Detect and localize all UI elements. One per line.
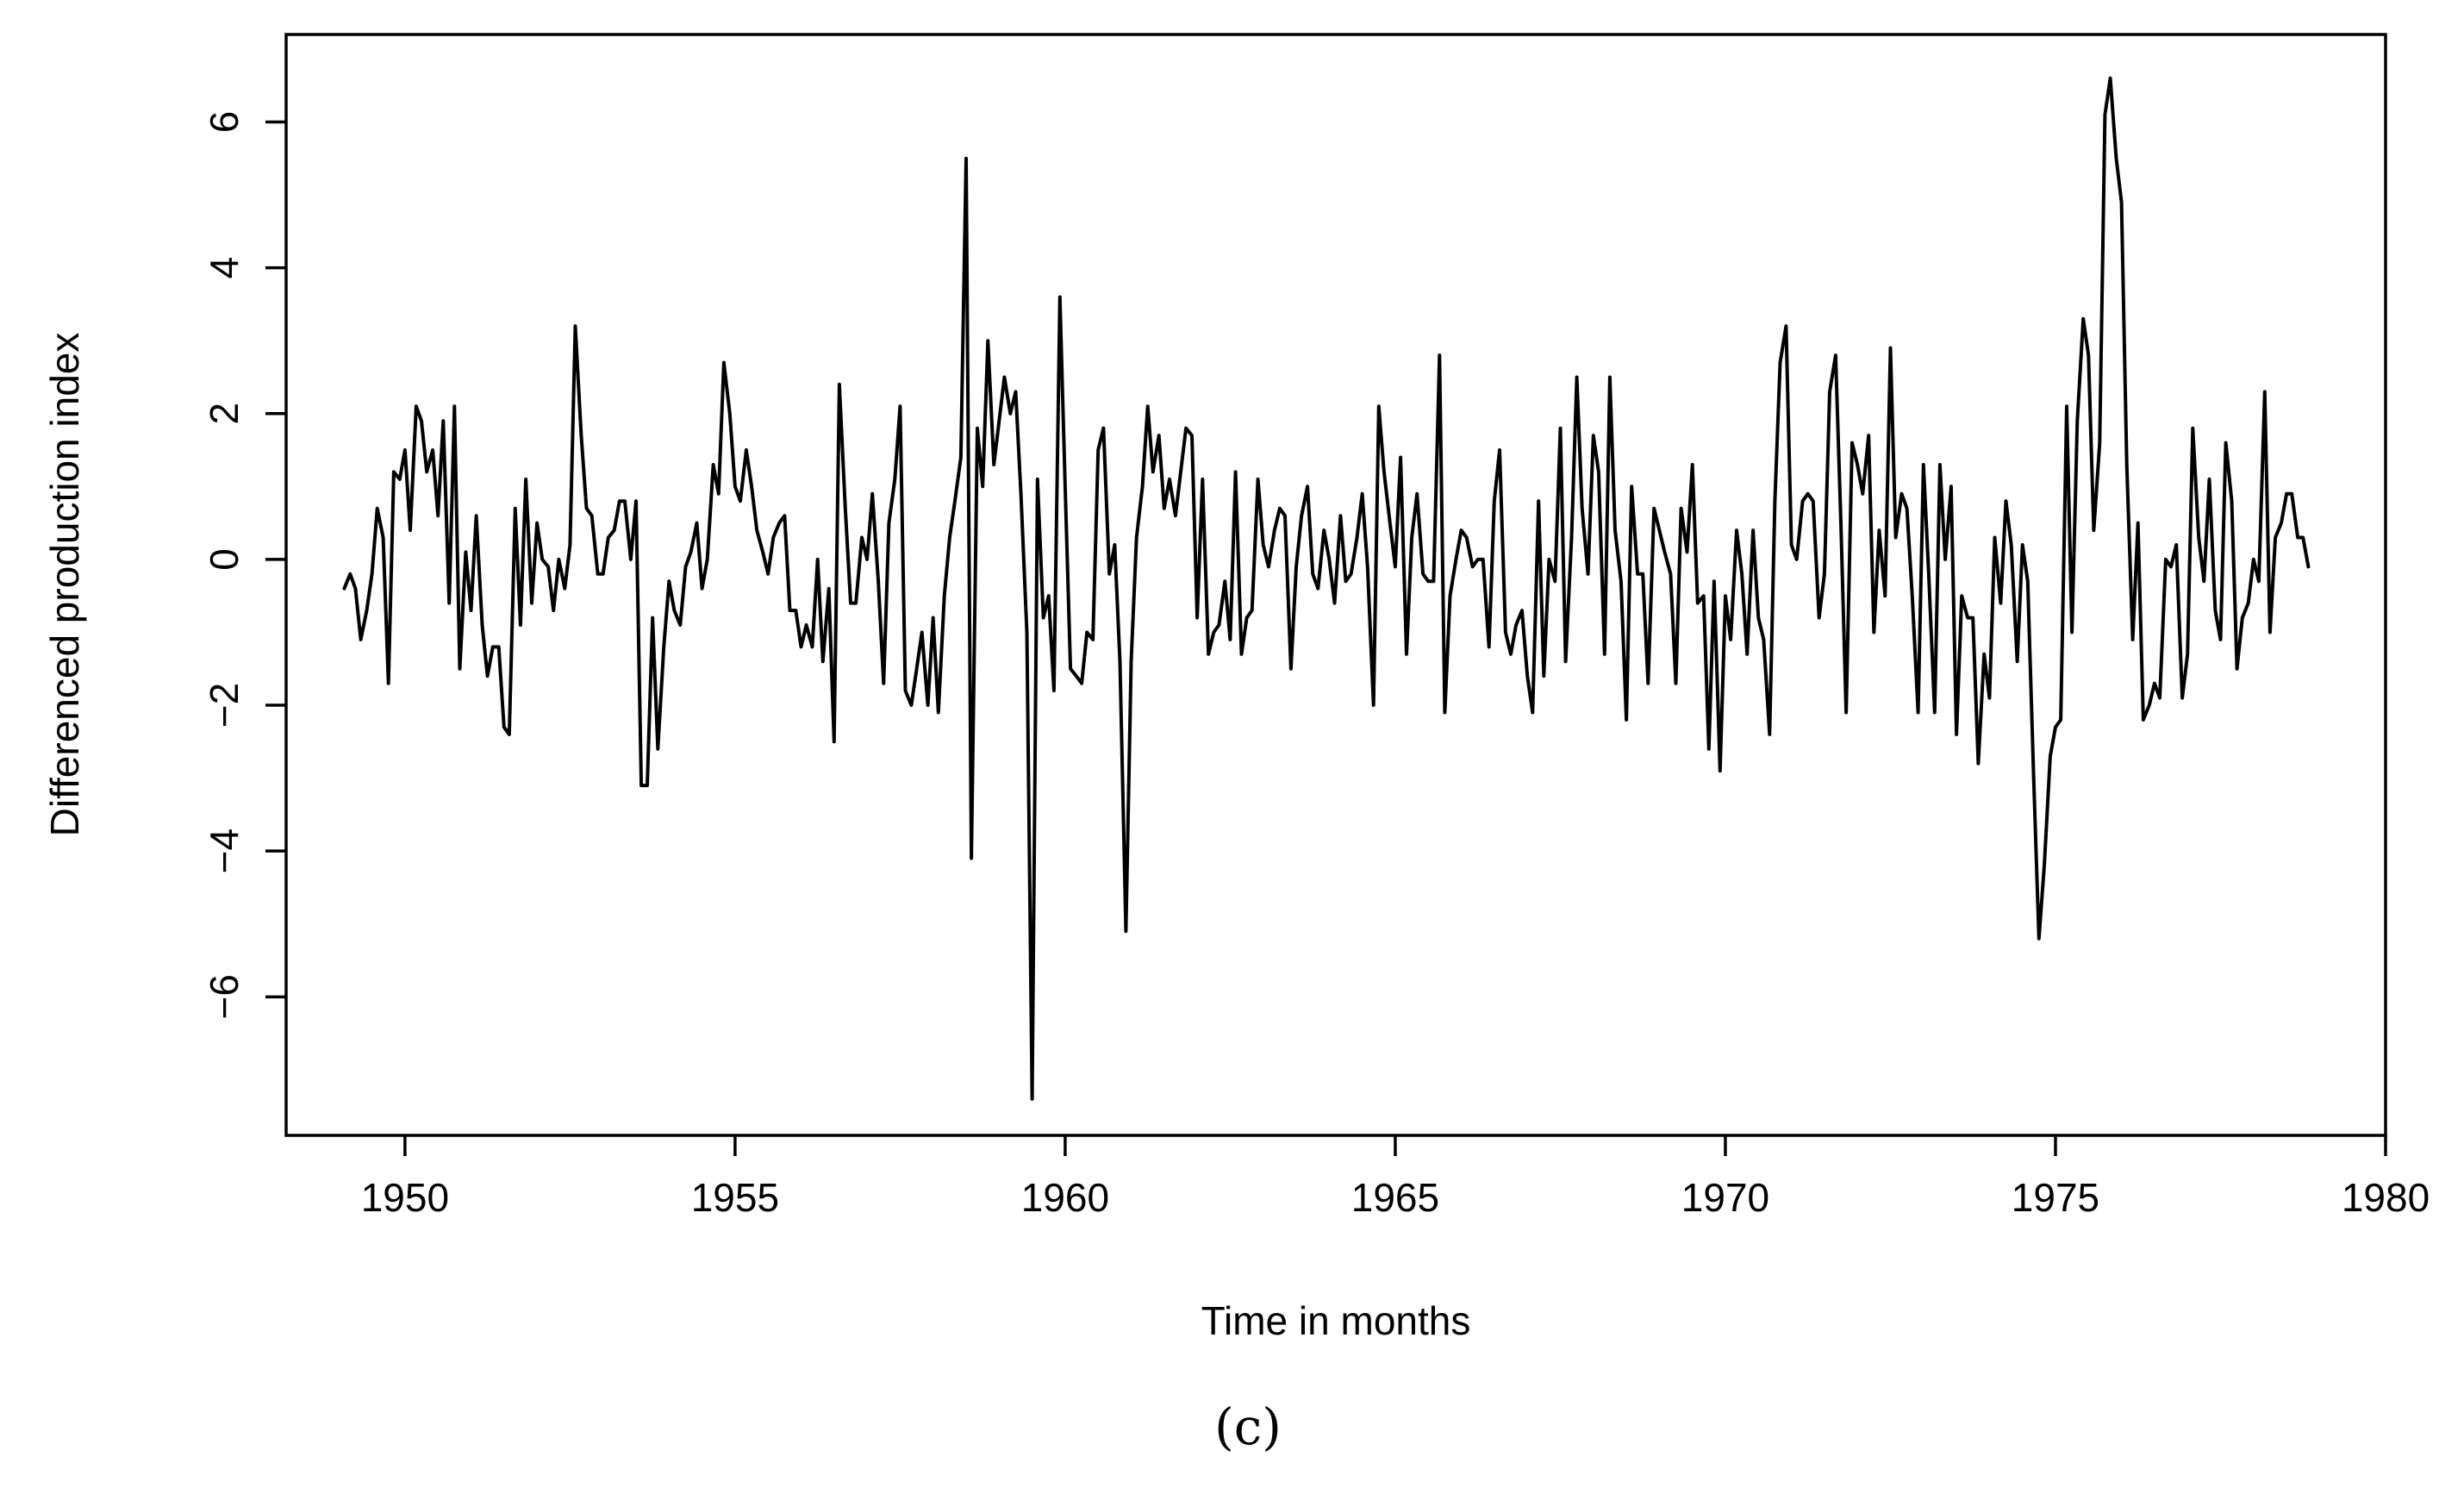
plot-frame [284, 33, 2387, 1137]
y-tick-label: 4 [202, 257, 246, 279]
x-tick-label: 1960 [1021, 1175, 1109, 1220]
y-tick-label: 0 [202, 548, 246, 571]
y-tick-label: −2 [202, 683, 246, 728]
y-tick-label: 6 [202, 111, 246, 134]
x-tick-label: 1975 [2012, 1175, 2099, 1220]
y-axis-label: Differenced production index [42, 333, 87, 837]
x-axis: 1950 1955 1960 1965 1970 1975 1980 [361, 1135, 2430, 1220]
x-tick-label: 1965 [1351, 1175, 1439, 1220]
series-layer [342, 76, 2311, 1101]
x-tick-label: 1955 [691, 1175, 779, 1220]
y-axis: −6 −4 −2 0 2 4 6 [202, 111, 286, 1020]
series-line [342, 76, 2311, 1101]
y-tick-label: 2 [202, 403, 246, 425]
x-tick-label: 1950 [361, 1175, 449, 1220]
x-tick-label: 1970 [1681, 1175, 1769, 1220]
y-tick-label: −4 [202, 828, 246, 873]
x-tick-label: 1980 [2342, 1175, 2430, 1220]
x-axis-label: Time in months [1201, 1298, 1471, 1343]
figure-caption: (c) [1214, 1397, 1282, 1456]
y-tick-label: −6 [202, 974, 246, 1019]
